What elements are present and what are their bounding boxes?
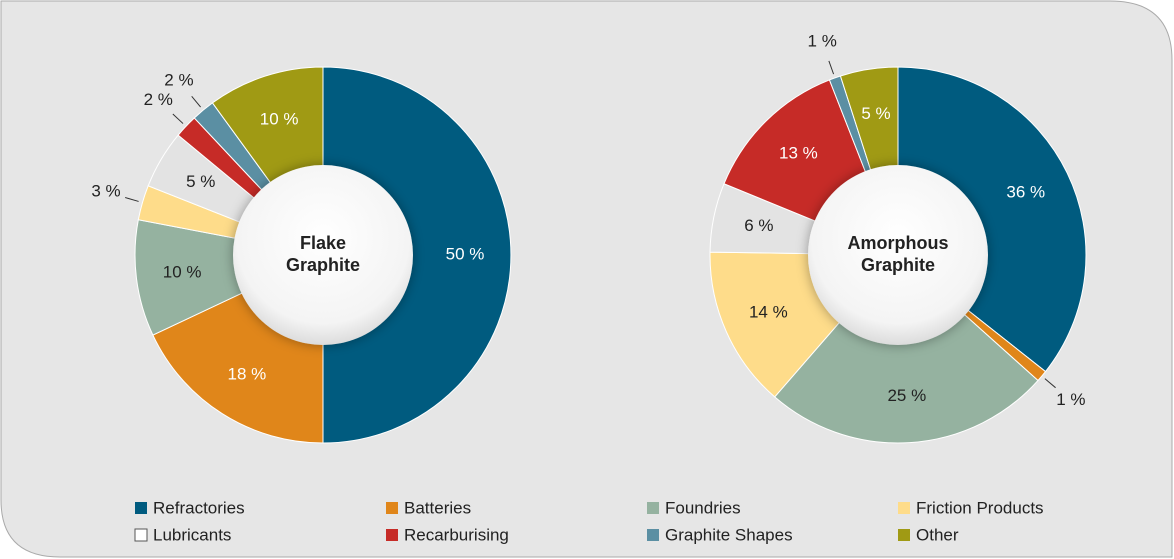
leader-line bbox=[1044, 378, 1056, 389]
donut-hole bbox=[808, 165, 988, 345]
slice-label: 14 % bbox=[749, 302, 788, 321]
title-line: Graphite bbox=[286, 255, 360, 275]
donut-hole bbox=[233, 165, 413, 345]
slice-label: 5 % bbox=[186, 172, 215, 191]
slice-label: 1 % bbox=[808, 32, 837, 51]
slice-label: 36 % bbox=[1006, 183, 1045, 202]
slice-label: 50 % bbox=[446, 244, 485, 263]
leader-line bbox=[125, 197, 139, 202]
pie-slice bbox=[897, 66, 1087, 373]
legend-swatch bbox=[135, 502, 147, 514]
legend-swatch bbox=[898, 529, 910, 541]
slice-label: 10 % bbox=[163, 262, 202, 281]
leader-line bbox=[828, 60, 835, 75]
legend-swatch bbox=[898, 502, 910, 514]
legend-label: Other bbox=[916, 525, 959, 544]
legend-swatch bbox=[134, 528, 148, 542]
slice-label: 25 % bbox=[887, 386, 926, 405]
slice-label: 1 % bbox=[1056, 390, 1085, 409]
chart-title: Amorphous Graphite bbox=[848, 233, 949, 275]
legend-label: Friction Products bbox=[916, 498, 1044, 517]
legend-label: Batteries bbox=[404, 498, 471, 517]
legend-label: Refractories bbox=[153, 498, 245, 517]
leader-line bbox=[172, 113, 184, 124]
slice-label: 18 % bbox=[228, 364, 267, 383]
slice-label: 2 % bbox=[164, 70, 193, 89]
slice-label: 5 % bbox=[861, 104, 890, 123]
legend-swatch bbox=[647, 529, 659, 541]
chart-title: Flake Graphite bbox=[286, 233, 360, 275]
legend-swatch bbox=[647, 502, 659, 514]
legend-label: Lubricants bbox=[153, 525, 231, 544]
legend-label: Graphite Shapes bbox=[665, 525, 793, 544]
title-line: Amorphous bbox=[848, 233, 949, 253]
legend-swatch bbox=[386, 529, 398, 541]
legend-label: Foundries bbox=[665, 498, 741, 517]
slice-label: 6 % bbox=[744, 216, 773, 235]
slice-label: 2 % bbox=[144, 90, 173, 109]
legend-label: Recarburising bbox=[404, 525, 509, 544]
slice-label: 13 % bbox=[779, 143, 818, 162]
slice-label: 3 % bbox=[91, 181, 120, 200]
title-line: Graphite bbox=[861, 255, 935, 275]
pie-slice bbox=[773, 254, 1039, 444]
title-line: Flake bbox=[300, 233, 346, 253]
pie-slice bbox=[322, 66, 512, 444]
legend-swatch bbox=[386, 502, 398, 514]
slice-label: 10 % bbox=[260, 109, 299, 128]
leader-line bbox=[191, 95, 201, 108]
